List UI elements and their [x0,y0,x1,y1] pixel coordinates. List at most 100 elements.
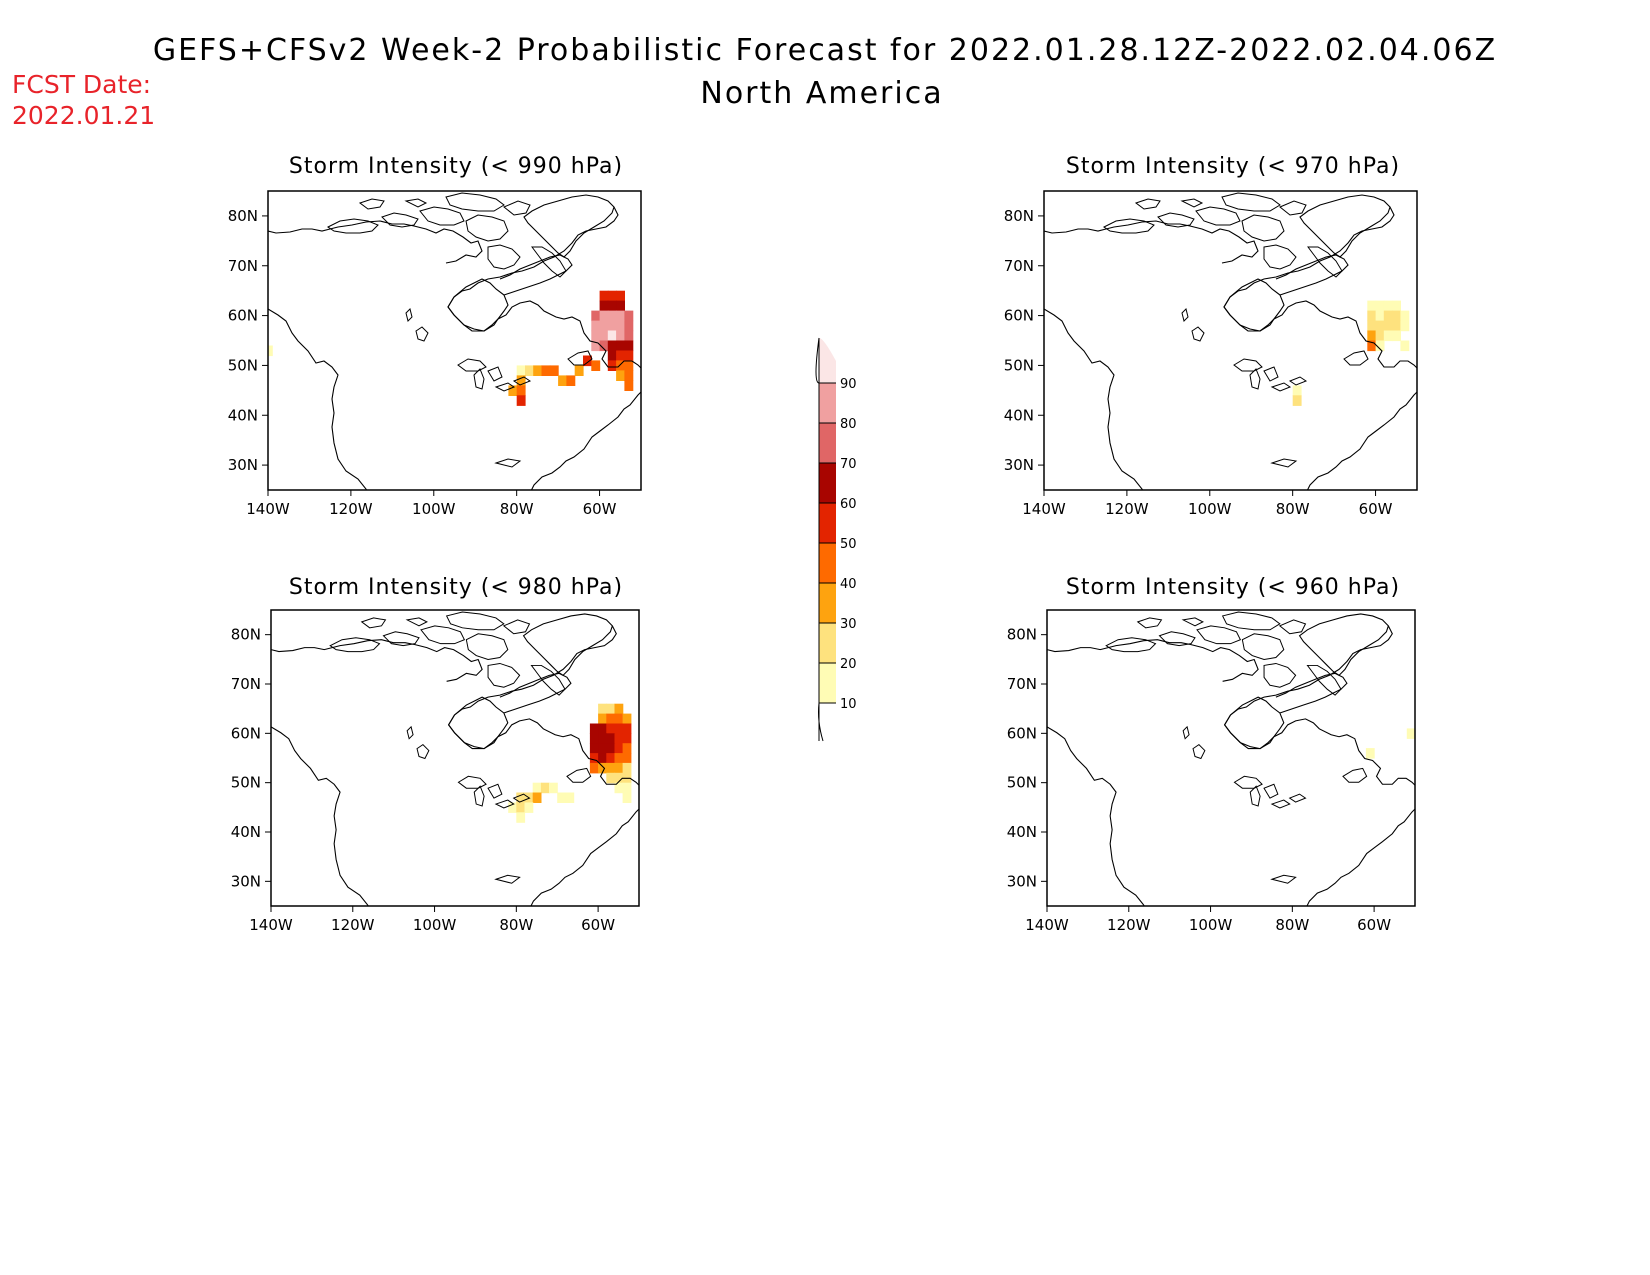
probability-cell [1392,300,1401,312]
probability-cell [614,713,624,725]
lat-tick-label: 40N [228,406,258,424]
lat-tick-label: 80N [228,207,258,225]
probability-cell [622,792,632,803]
probability-cell [516,365,526,376]
panel-title: Storm Intensity (< 990 hPa) [289,154,623,179]
colorbar-segment [819,383,836,423]
panel-title: Storm Intensity (< 970 hPa) [1066,154,1400,179]
colorbar-tick-label: 80 [840,417,857,432]
probability-cell [268,345,273,357]
probability-cell [598,762,607,774]
panel-title: Storm Intensity (< 980 hPa) [289,575,623,600]
map-frame [267,190,642,491]
colorbar-tick-label: 10 [840,697,857,712]
probability-cell [607,330,617,342]
colorbar-segment [819,503,836,543]
probability-cell [614,743,624,754]
probability-cell [549,365,559,376]
lon-tick-label: 140W [1025,916,1069,934]
probability-cell [599,320,609,332]
colorbar-tick-label: 50 [840,537,857,552]
probability-cell [606,733,616,744]
probability-cell [598,723,607,734]
figure-title: GEFS+CFSv2 Week-2 Probabilistic Forecast… [153,33,1497,68]
probability-cell [516,395,526,406]
lon-tick-label: 60W [583,500,617,518]
probability-cell [606,723,616,734]
lon-tick-label: 60W [1357,916,1391,934]
probability-cell [532,792,542,803]
coastline [1047,611,1415,906]
lon-tick-label: 100W [413,916,457,934]
probability-cell [557,792,566,803]
probability-cell [1383,300,1393,312]
probability-cell [624,330,634,342]
coastline [1044,192,1417,490]
probability-cell [516,375,526,386]
probability-cell [622,743,632,754]
probability-cell [624,380,634,391]
map-frame [1043,190,1418,491]
colorbar-segment [819,423,836,463]
probability-cell [508,385,518,396]
probability-cell [614,723,624,734]
lon-tick-label: 80W [500,500,534,518]
lon-tick-label: 120W [1107,916,1151,934]
probability-cell [622,713,632,725]
figure-subtitle: North America [700,76,943,111]
lon-tick-label: 80W [1275,916,1309,934]
probability-cell [566,375,576,386]
probability-cell [1367,330,1377,342]
probability-cell [599,330,609,342]
probability-cell [589,733,599,744]
colorbar-segment [819,543,836,583]
colorbar-tick-label: 40 [840,577,857,592]
probability-cell [591,330,601,342]
lat-tick-label: 30N [1004,456,1034,474]
lon-tick-label: 60W [1359,500,1393,518]
lat-tick-label: 40N [231,823,261,841]
colorbar-segment [819,583,836,623]
probability-cell [1392,320,1401,332]
probability-cell [622,782,632,794]
lat-tick-label: 30N [1007,872,1037,890]
lat-tick-label: 70N [1007,675,1037,693]
fcst-date-label: FCST Date: [12,70,151,99]
lon-tick-label: 80W [499,916,533,934]
probability-cell [607,320,617,332]
lat-tick-label: 30N [231,872,261,890]
probability-cell [1392,310,1401,322]
probability-cell [516,802,526,813]
colorbar-segment [819,337,836,383]
probability-cell [606,762,616,774]
lat-tick-label: 50N [228,356,258,374]
probability-cell [589,743,599,754]
probability-cell [606,772,616,784]
probability-cell [1375,330,1385,342]
panel-960: Storm Intensity (< 960 hPa) 80N 70N 60N 50N… [1007,575,1416,934]
lat-tick-label: 60N [1007,724,1037,742]
probability-cell [1400,320,1410,332]
probability-cell [558,375,567,386]
lat-tick-label: 80N [1004,207,1034,225]
colorbar-tick-label: 60 [840,497,857,512]
probability-cell [1367,340,1377,352]
probability-cell [591,320,601,332]
lat-tick-label: 50N [1004,356,1034,374]
probability-cell [591,310,601,322]
probability-cell [599,310,609,322]
probability-cell [1367,320,1377,332]
probability-cell [1365,748,1375,759]
map-frame [270,609,640,907]
probability-cell [1383,330,1393,342]
lon-tick-label: 100W [1188,500,1232,518]
probability-cell [583,355,592,367]
probability-cell [516,812,526,823]
probability-cell [1292,395,1302,406]
probability-cell [616,360,625,371]
colorbar-segment [819,663,836,703]
lat-tick-label: 60N [228,307,258,325]
probability-cell [1392,330,1401,342]
probability-cell [622,723,632,734]
probability-cell [616,320,625,332]
